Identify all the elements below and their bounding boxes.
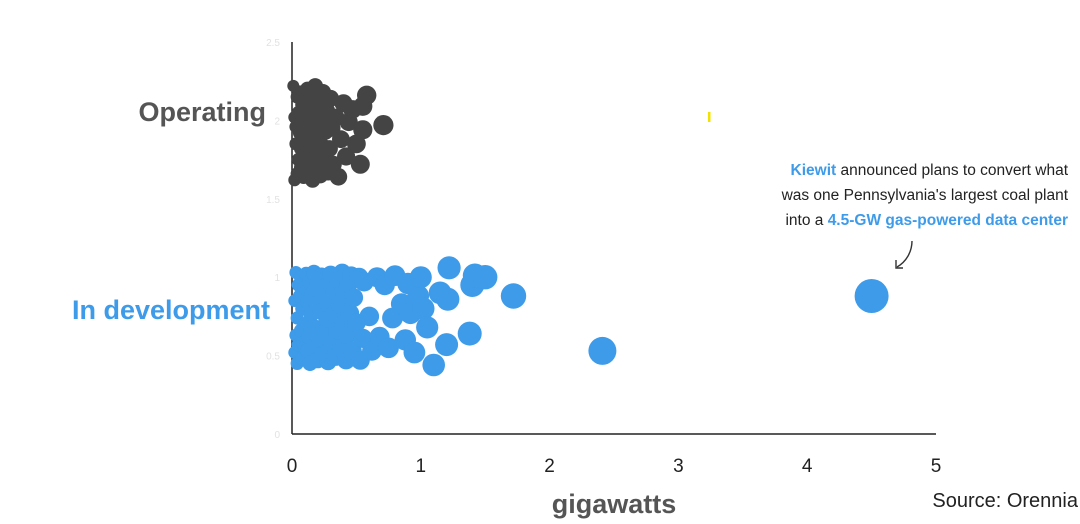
point-operating [353,96,373,116]
point-in-development [409,266,432,289]
point-in-development [416,316,439,339]
point-operating [353,120,373,140]
x-axis-title: gigawatts [552,489,677,519]
point-in-development [359,306,380,327]
x-tick-label: 1 [416,456,427,477]
annotation-line-3-prefix: into a [785,212,827,229]
point-operating [332,130,350,149]
category-label-operating: Operating [138,97,266,127]
scatter-points [287,78,889,377]
point-in-development [344,288,364,307]
source-note: Source: Orennia [932,490,1079,512]
point-in-development [588,336,617,365]
point-in-development [457,321,482,346]
annotation-highlight-kiewit: Kiewit [791,162,837,179]
y-tick-label: 2 [274,116,280,127]
x-tick-label: 4 [802,456,813,477]
annotation: Kiewit announced plans to convert what w… [781,162,1069,269]
x-tick-label: 5 [931,456,942,477]
x-tick-label: 2 [544,456,555,477]
point-in-development [436,287,460,311]
annotation-line-3: into a 4.5-GW gas-powered data center [785,212,1068,229]
point-operating [329,168,348,186]
y-tick-label: 2.5 [266,38,280,49]
y-tick-label: 1 [274,273,280,284]
x-tick-label: 0 [287,456,298,477]
point-in-development [412,297,435,320]
y-tick-label: 1.5 [266,195,280,206]
point-in-development [437,256,461,280]
yellow-mark [708,112,711,122]
x-axis-ticks: 0 1 2 3 4 5 [287,456,942,477]
point-in-development [435,333,459,357]
annotation-line-1-rest: announced plans to convert what [836,162,1068,179]
annotation-highlight-data-center: 4.5-GW gas-powered data center [828,212,1068,229]
category-label-in-development: In development [72,295,270,325]
annotation-arrow-head [895,260,903,269]
y-axis-ticks: 0 0.5 1 1.5 2 2.5 [266,38,280,441]
point-in-development [854,279,889,313]
y-tick-label: 0 [274,430,280,441]
point-operating [350,154,370,174]
annotation-line-1: Kiewit announced plans to convert what [791,162,1069,179]
point-in-development [500,283,527,309]
point-operating [337,147,356,166]
point-operating [373,115,394,136]
annotation-arrow [896,240,913,268]
x-tick-label: 3 [673,456,684,477]
y-tick-label: 0.5 [266,352,280,363]
point-in-development [403,341,426,364]
annotation-line-2: was one Pennsylvania's largest coal plan… [781,187,1069,204]
point-in-development [378,337,399,359]
point-in-development [473,265,498,290]
point-in-development [422,353,446,377]
